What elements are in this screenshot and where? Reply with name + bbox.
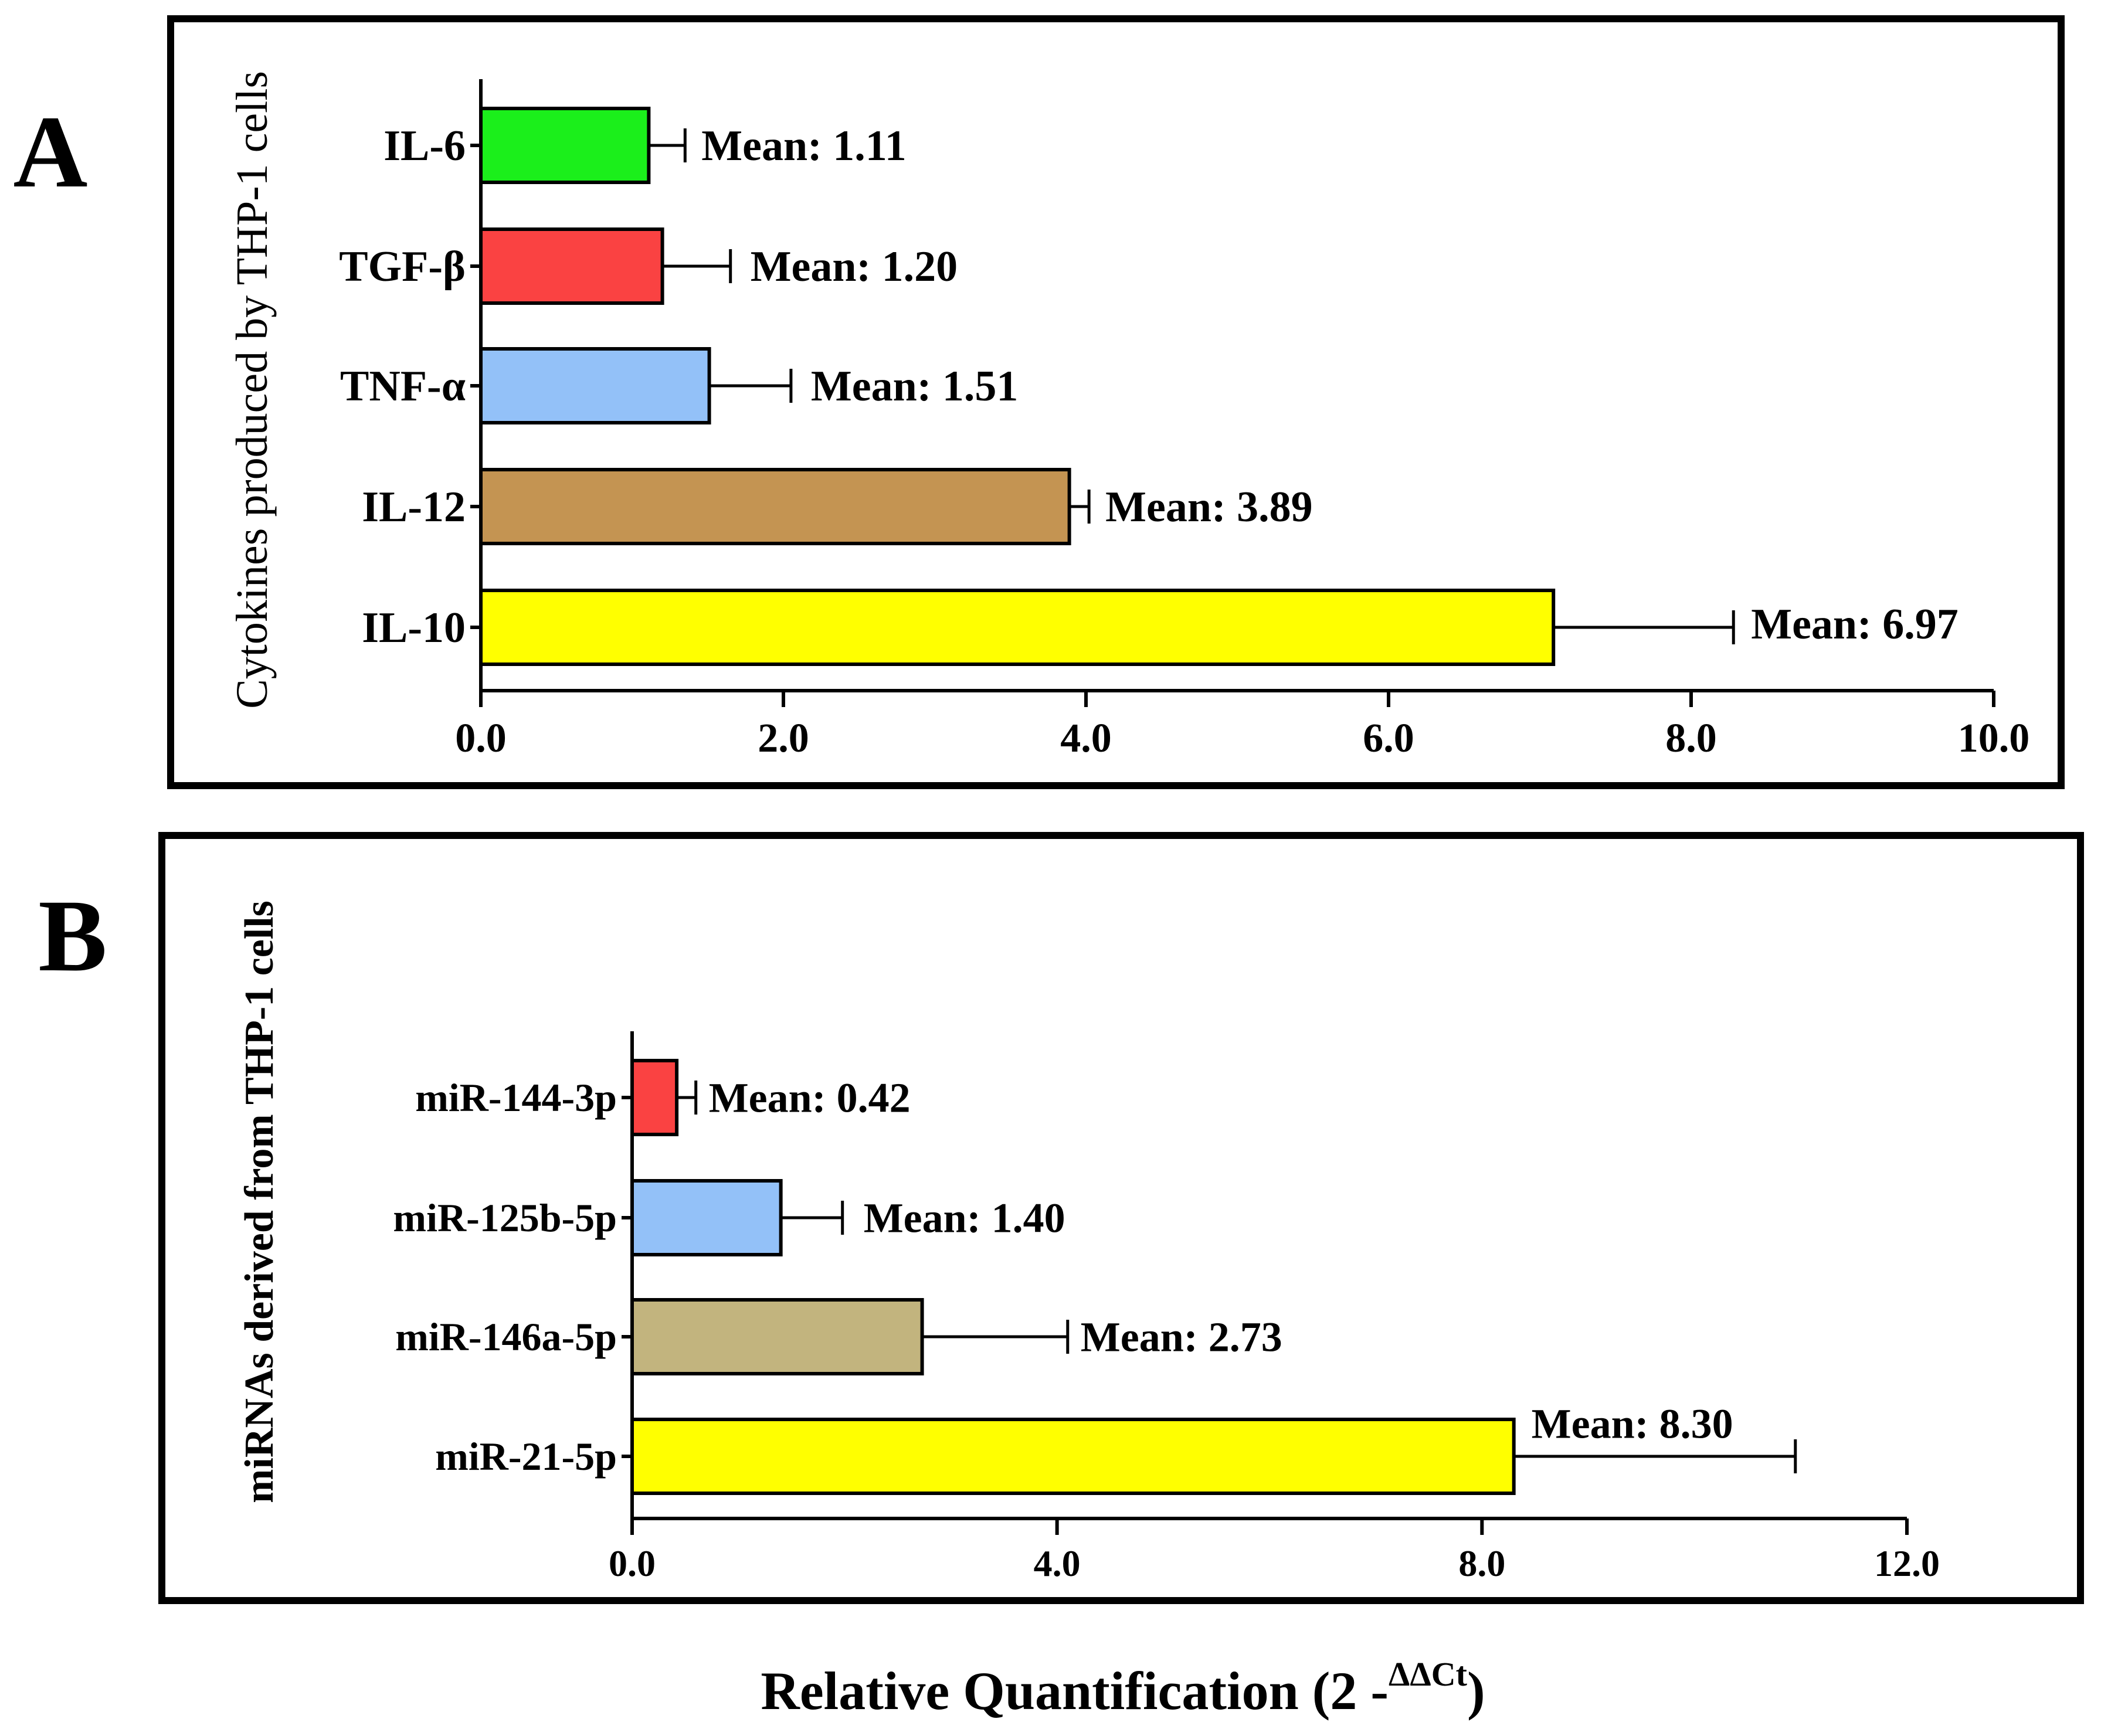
x-tick-label: 0.0 — [455, 716, 507, 761]
mean-label: Mean: 3.89 — [1105, 483, 1313, 531]
x-tick-label: 8.0 — [1665, 716, 1717, 761]
panel-b-ylabel: miRNAs derived from THP-1 cells — [237, 901, 282, 1503]
mean-label: Mean: 1.20 — [751, 243, 958, 291]
mean-label: Mean: 8.30 — [1532, 1400, 1733, 1447]
x-axis-title: Relative Quantification (2 -ΔΔCt) — [761, 1655, 1485, 1721]
category-label: miR-125b-5p — [393, 1195, 617, 1240]
x-tick-label: 10.0 — [1958, 716, 2030, 761]
bar — [479, 227, 664, 305]
panel-a-frame — [167, 15, 2065, 789]
x-tick-label: 0.0 — [609, 1543, 656, 1584]
category-label: TNF-α — [340, 362, 466, 410]
category-label: miR-146a-5p — [395, 1314, 617, 1359]
x-tick-label: 4.0 — [1034, 1543, 1081, 1584]
x-tick-label: 2.0 — [758, 716, 809, 761]
bar — [630, 1418, 1516, 1495]
mean-label: Mean: 6.97 — [1751, 600, 1959, 648]
bar — [479, 468, 1071, 545]
category-label: IL-10 — [362, 604, 466, 652]
category-label: IL-12 — [362, 483, 466, 531]
panel-a-ylabel: Cytokines produced by THP-1 cells — [228, 71, 277, 709]
bar — [630, 1179, 783, 1256]
panel-b-label: B — [38, 879, 107, 993]
x-tick-label: 8.0 — [1458, 1543, 1505, 1584]
category-label: miR-144-3p — [415, 1075, 617, 1120]
mean-label: Mean: 1.11 — [701, 122, 906, 170]
mean-label: Mean: 1.51 — [811, 362, 1019, 410]
bar — [630, 1059, 679, 1136]
bar — [630, 1298, 924, 1375]
mean-label: Mean: 2.73 — [1081, 1313, 1282, 1360]
panel-b-frame — [158, 832, 2084, 1604]
x-axis-title-superscript: ΔΔCt — [1389, 1655, 1468, 1693]
x-tick-label: 12.0 — [1874, 1543, 1940, 1584]
bar — [479, 589, 1556, 666]
bar — [479, 107, 651, 184]
category-label: miR-21-5p — [435, 1434, 617, 1479]
panel-a-label: A — [13, 95, 87, 209]
mean-label: Mean: 1.40 — [864, 1194, 1065, 1241]
panel-a-plot: 0.0 2.0 4.0 6.0 8.0 10.0 IL-6 Mean: 1.11 TGF-β Me… — [339, 79, 2029, 761]
category-label: IL-6 — [383, 122, 466, 170]
x-axis-title-main: Relative Quantification (2 - — [761, 1661, 1389, 1721]
category-label: TGF-β — [339, 243, 466, 291]
mean-label: Mean: 0.42 — [709, 1074, 911, 1121]
x-tick-label: 6.0 — [1363, 716, 1414, 761]
x-tick-label: 4.0 — [1060, 716, 1112, 761]
bar — [479, 347, 711, 424]
x-axis-title-close: ) — [1467, 1661, 1485, 1721]
panel-b-plot: 0.0 4.0 8.0 12.0 miR-144-3p Mean: 0.42 miR-125… — [393, 1031, 1940, 1584]
